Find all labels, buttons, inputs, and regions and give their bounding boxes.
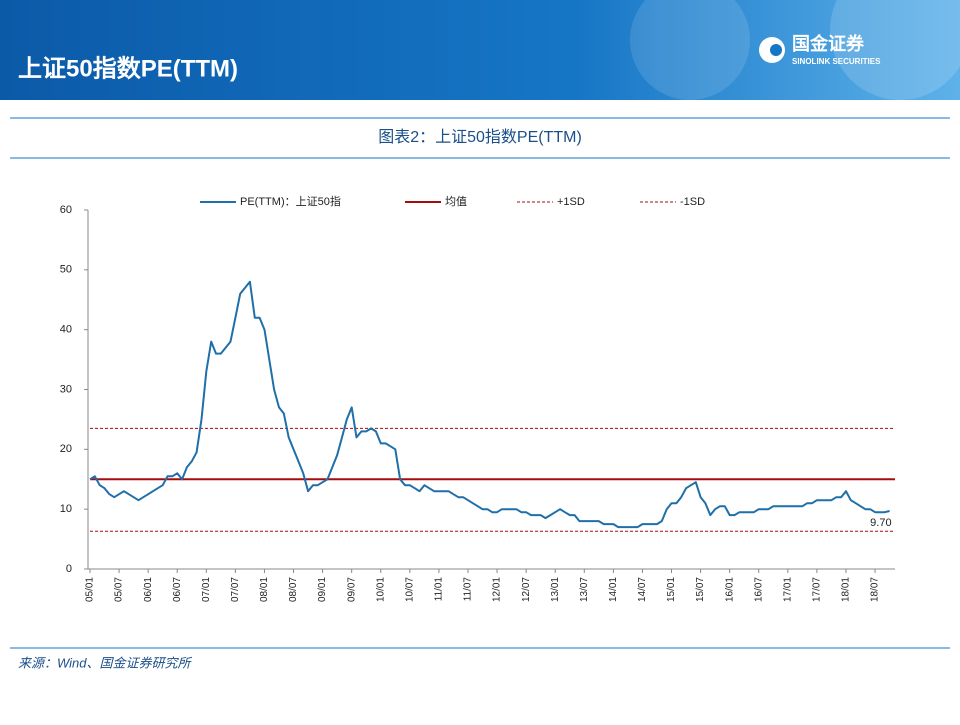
y-tick-label: 20	[60, 443, 72, 455]
x-tick-label: 14/01	[608, 577, 619, 602]
x-tick-label: 09/01	[317, 577, 328, 602]
x-tick-label: 12/01	[492, 577, 503, 602]
x-tick-label: 11/01	[434, 577, 445, 602]
x-tick-label: 06/01	[143, 577, 154, 602]
y-tick-label: 50	[60, 264, 72, 276]
x-tick-label: 05/01	[85, 577, 96, 602]
header-decor	[830, 0, 960, 100]
x-tick-label: 13/07	[579, 577, 590, 602]
x-tick-label: 13/01	[550, 577, 561, 602]
x-tick-label: 17/01	[782, 577, 793, 602]
x-tick-label: 16/07	[753, 577, 764, 602]
slide-title: 上证50指数PE(TTM)	[18, 55, 238, 82]
y-tick-label: 40	[60, 324, 72, 336]
x-tick-label: 18/01	[841, 577, 852, 602]
x-tick-label: 08/07	[288, 577, 299, 602]
x-tick-label: 10/07	[404, 577, 415, 602]
x-tick-label: 05/07	[114, 577, 125, 602]
logo-en: SINOLINK SECURITIES	[792, 57, 881, 66]
legend-label: PE(TTM)：上证50指	[240, 194, 341, 208]
x-tick-label: 06/07	[172, 577, 183, 602]
x-tick-label: 18/07	[870, 577, 881, 602]
x-tick-label: 07/01	[201, 577, 212, 602]
x-tick-label: 09/07	[346, 577, 357, 602]
end-label: 9.70	[870, 517, 891, 529]
y-tick-label: 60	[60, 204, 72, 216]
legend-label: 均值	[445, 195, 467, 208]
header-band	[0, 0, 960, 100]
x-tick-label: 17/07	[812, 577, 823, 602]
x-tick-label: 15/01	[666, 577, 677, 602]
x-tick-label: 08/01	[259, 577, 270, 602]
pe-line	[89, 280, 890, 529]
x-tick-label: 10/01	[375, 577, 386, 602]
logo-icon	[770, 44, 782, 56]
y-tick-label: 30	[60, 383, 72, 395]
x-tick-label: 16/01	[724, 577, 735, 602]
x-tick-label: 15/07	[695, 577, 706, 602]
y-tick-label: 10	[60, 503, 72, 515]
x-tick-label: 12/07	[521, 577, 532, 602]
y-tick-label: 0	[66, 563, 72, 575]
header-decor	[630, 0, 750, 100]
chart-title: 图表2：上证50指数PE(TTM)	[378, 128, 582, 146]
x-tick-label: 11/07	[463, 577, 474, 602]
logo-cn: 国金证券	[792, 33, 865, 54]
legend-label: -1SD	[680, 196, 705, 208]
x-tick-label: 07/07	[230, 577, 241, 602]
x-tick-label: 14/07	[637, 577, 648, 602]
legend-label: +1SD	[557, 196, 585, 208]
source: 来源：Wind、国金证券研究所	[18, 655, 193, 670]
